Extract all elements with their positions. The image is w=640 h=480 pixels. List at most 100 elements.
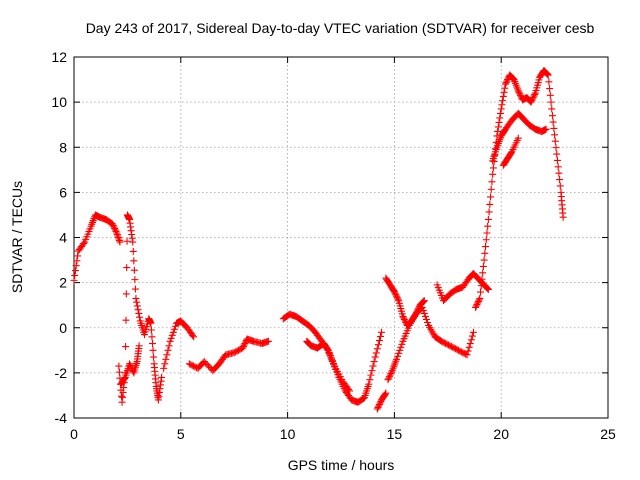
data-point: [148, 333, 156, 341]
data-point: [118, 392, 126, 400]
x-axis-label: GPS time / hours: [288, 457, 395, 473]
data-point: [501, 84, 509, 92]
data-point: [496, 114, 504, 122]
data-point: [555, 169, 563, 177]
data-point: [158, 373, 166, 381]
data-point: [484, 285, 492, 293]
data-point: [412, 310, 420, 318]
data-point: [527, 98, 535, 106]
data-point: [377, 332, 385, 340]
data-point: [549, 118, 557, 126]
data-point: [133, 298, 141, 306]
data-point: [344, 385, 352, 393]
data-point: [543, 70, 551, 78]
data-point: [123, 237, 131, 245]
data-point: [123, 264, 131, 272]
data-point: [397, 343, 405, 351]
data-point: [70, 276, 78, 284]
data-point: [126, 360, 134, 368]
series-arc1: [70, 211, 124, 284]
data-point: [239, 344, 247, 352]
data-point: [111, 224, 119, 232]
data-point: [169, 328, 177, 336]
data-point: [548, 105, 556, 113]
data-point: [547, 98, 555, 106]
data-point: [111, 226, 119, 234]
data-point: [499, 92, 507, 100]
data-point: [346, 387, 354, 395]
data-point: [115, 362, 123, 370]
data-point: [419, 306, 427, 314]
y-tick-label: 8: [59, 139, 67, 155]
plot-frame: [73, 56, 609, 419]
data-point: [147, 326, 155, 334]
data-point: [170, 325, 178, 333]
data-point: [71, 271, 79, 279]
data-point: [374, 341, 382, 349]
data-point: [382, 389, 390, 397]
data-point: [551, 131, 559, 139]
data-point: [375, 400, 383, 408]
y-tick-label: 4: [59, 230, 67, 246]
data-point: [556, 182, 564, 190]
data-point: [381, 390, 389, 398]
data-point: [516, 91, 524, 99]
x-tick-label: 20: [493, 426, 509, 442]
data-point: [482, 243, 490, 251]
data-point: [420, 297, 428, 305]
data-point: [108, 220, 116, 228]
data-point: [129, 247, 137, 255]
data-point: [373, 405, 381, 413]
data-point: [479, 269, 487, 277]
data-point: [122, 343, 130, 351]
data-point: [130, 257, 138, 265]
data-point: [485, 208, 493, 216]
data-point: [559, 213, 567, 221]
data-point: [475, 296, 483, 304]
data-point: [72, 262, 80, 270]
data-point: [167, 334, 175, 342]
data-point: [477, 282, 485, 290]
data-point: [129, 238, 137, 246]
data-point: [488, 178, 496, 186]
x-tick-label: 10: [280, 426, 296, 442]
data-point: [478, 275, 486, 283]
data-point: [553, 156, 561, 164]
data-point: [463, 351, 471, 359]
data-point: [395, 349, 403, 357]
data-point: [503, 77, 511, 85]
data-point: [166, 337, 174, 345]
data-point: [514, 87, 522, 95]
data-point: [400, 314, 408, 322]
data-point: [548, 112, 556, 120]
series-arc14: [499, 134, 522, 169]
data-point: [385, 373, 393, 381]
data-point: [420, 309, 428, 317]
data-point: [484, 215, 492, 223]
data-point: [472, 303, 480, 311]
data-point: [168, 331, 176, 339]
data-point: [122, 316, 130, 324]
data-point: [496, 109, 504, 117]
data-point: [424, 318, 432, 326]
data-point: [487, 193, 495, 201]
data-point: [241, 340, 249, 348]
data-point: [369, 362, 377, 370]
data-point: [190, 333, 198, 341]
data-point: [550, 124, 558, 132]
data-point: [368, 367, 376, 375]
data-point: [394, 352, 402, 360]
data-point: [530, 92, 538, 100]
data-point: [481, 249, 489, 257]
data-point: [390, 288, 398, 296]
data-point: [375, 337, 383, 345]
data-point: [80, 240, 88, 248]
data-point: [467, 336, 475, 344]
data-point: [504, 76, 512, 84]
data-point: [367, 371, 375, 379]
data-point: [542, 125, 550, 133]
data-point: [73, 257, 81, 265]
data-point: [480, 256, 488, 264]
data-point: [476, 294, 484, 302]
data-point: [465, 343, 473, 351]
